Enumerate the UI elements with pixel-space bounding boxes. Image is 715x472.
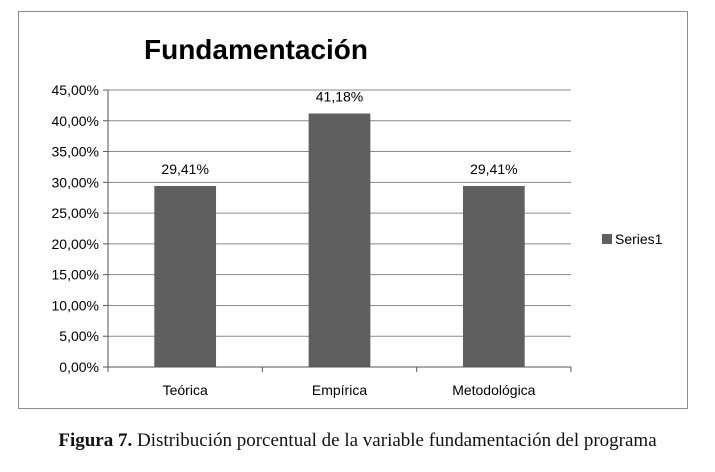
y-tick-label: 5,00% bbox=[59, 328, 99, 344]
bar-teórica bbox=[154, 185, 217, 367]
data-label: 29,41% bbox=[470, 161, 517, 177]
y-tick-label: 30,00% bbox=[52, 174, 99, 190]
y-tick-label: 35,00% bbox=[52, 144, 99, 160]
axes bbox=[103, 89, 572, 372]
caption-text: Distribución porcentual de la variable f… bbox=[132, 430, 657, 451]
y-tick-label: 0,00% bbox=[59, 359, 99, 375]
y-tick-label: 10,00% bbox=[52, 297, 99, 313]
x-tick-label: Empírica bbox=[312, 382, 367, 398]
caption-label: Figura 7. bbox=[58, 430, 133, 451]
y-tick-label: 40,00% bbox=[52, 113, 99, 129]
bars bbox=[154, 113, 525, 367]
chart-title: Fundamentación bbox=[144, 34, 368, 65]
legend-swatch bbox=[602, 234, 612, 244]
chart-frame: Fundamentación 0,00% 5,00% 10,00% 15,00% 20,… bbox=[18, 11, 688, 409]
figure-caption: Figura 7. Distribución porcentual de la … bbox=[0, 430, 715, 452]
x-tick-label: Metodológica bbox=[452, 382, 535, 398]
legend-label-series1: Series1 bbox=[615, 231, 663, 247]
y-axis-tick-labels: 0,00% 5,00% 10,00% 15,00% 20,00% 25,00% 30,00%… bbox=[52, 82, 99, 375]
bar-metodológica bbox=[462, 185, 525, 367]
x-tick-label: Teórica bbox=[163, 382, 208, 398]
bar-empírica bbox=[308, 113, 371, 367]
x-axis-tick-labels: Teórica Empírica Metodológica bbox=[163, 382, 536, 398]
data-label: 41,18% bbox=[316, 89, 363, 105]
data-label: 29,41% bbox=[161, 161, 208, 177]
y-tick-label: 15,00% bbox=[52, 267, 99, 283]
y-tick-label: 20,00% bbox=[52, 236, 99, 252]
y-tick-label: 45,00% bbox=[52, 82, 99, 98]
data-labels: 29,41% 41,18% 29,41% bbox=[161, 89, 517, 177]
legend: Series1 bbox=[602, 231, 663, 247]
y-tick-label: 25,00% bbox=[52, 205, 99, 221]
bar-chart: Fundamentación 0,00% 5,00% 10,00% 15,00% 20,… bbox=[52, 34, 663, 398]
